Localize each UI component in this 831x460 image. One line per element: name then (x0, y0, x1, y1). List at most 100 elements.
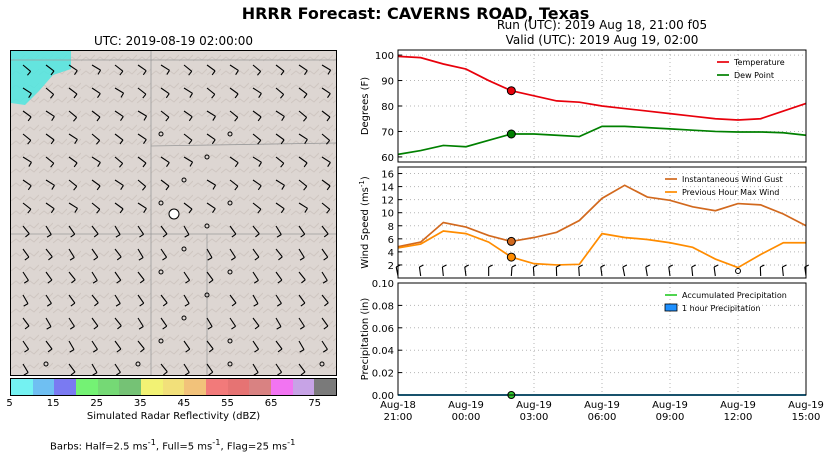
barb-feather (115, 303, 121, 307)
barb-feather (254, 348, 259, 353)
wind-barb (114, 133, 124, 145)
barb-feather (73, 185, 78, 191)
y-tick-label: 12 (381, 196, 394, 207)
barb-shaft (229, 87, 239, 95)
wind-barb (22, 202, 32, 214)
barb-feather (327, 69, 332, 75)
barb-feather (300, 302, 306, 307)
wind-barb (22, 317, 30, 330)
barb-feather (96, 116, 101, 122)
wind-barb (321, 110, 331, 122)
barb-feather (278, 256, 283, 261)
wind-barb (45, 110, 55, 121)
wind-barb (137, 156, 147, 168)
barb-feather (139, 279, 145, 284)
barb-shaft (137, 248, 144, 258)
barb-shaft (68, 179, 78, 187)
barb-feather (116, 279, 122, 284)
barb-shaft (45, 271, 53, 281)
barb-shaft (321, 87, 331, 95)
barb-shaft (114, 133, 124, 141)
barb-shaft (22, 133, 32, 141)
barb-shaft (298, 156, 308, 164)
wind-barb (252, 248, 260, 261)
barb-shaft (183, 340, 191, 350)
wind-barb (91, 271, 98, 284)
barb-feather (70, 302, 76, 307)
wind-barb (160, 225, 168, 238)
barb-feather (27, 208, 32, 214)
barb-shaft (252, 248, 260, 258)
plot-frame (397, 166, 807, 279)
barb-feather (254, 325, 260, 330)
barb-feather (185, 348, 191, 353)
wind-barb (114, 225, 121, 238)
legend-swatch (664, 303, 678, 312)
barb-feather (189, 161, 194, 167)
x-tick-label: Aug-19 (788, 400, 824, 411)
colorbar-swatch (141, 379, 163, 395)
wind-barb (321, 133, 331, 145)
barb-shaft (114, 64, 124, 72)
y-tick-label: 100 (375, 51, 394, 62)
barb-shaft (68, 87, 78, 95)
barb-shaft (114, 363, 121, 373)
barb-feather (69, 325, 75, 330)
calm-circle (227, 361, 233, 367)
barb-feather (280, 94, 285, 99)
barb-feather (92, 280, 98, 284)
barb-shaft (114, 317, 122, 327)
wind-barb (160, 317, 168, 330)
calm-circle (204, 292, 210, 298)
wind-barb (160, 87, 170, 99)
barb-shaft (68, 133, 78, 140)
y-tick-label: 0.10 (372, 279, 394, 290)
wind-barb (160, 294, 168, 307)
barb-feather (96, 140, 101, 145)
barb-feather (143, 139, 147, 145)
barb-feather (303, 162, 308, 168)
wind-barb (68, 340, 75, 353)
barb-feather (184, 234, 190, 238)
y-tick-label: 80 (381, 102, 394, 113)
barb-feather (300, 371, 306, 375)
barb-feather (142, 93, 147, 99)
barb-feather (117, 325, 122, 330)
barb-feather (142, 186, 147, 191)
barb-feather (120, 92, 125, 98)
barb-feather (622, 264, 628, 268)
y-tick-label: 0.04 (372, 346, 394, 357)
radar-map (10, 50, 337, 376)
wind-barb (91, 133, 101, 145)
barb-shaft (68, 294, 76, 304)
wind-barb (252, 110, 262, 122)
barb-feather (51, 116, 55, 121)
barb-shaft (68, 110, 78, 118)
wind-barb (298, 87, 308, 99)
barb-shaft (206, 202, 216, 210)
wind-barb (600, 266, 603, 277)
barb-feather (299, 257, 305, 261)
barb-feather (188, 70, 193, 76)
barb-shaft (22, 340, 30, 350)
wind-barb (464, 266, 467, 277)
barb-shaft (252, 64, 262, 72)
barb-feather (140, 348, 145, 353)
y-tick-label: 14 (381, 183, 394, 194)
barb-feather (27, 116, 32, 122)
barb-shaft (298, 271, 306, 281)
barb-feather (73, 117, 78, 122)
wind-barb (229, 156, 239, 168)
colorbar-tick-label: 75 (308, 398, 322, 409)
barb-feather (119, 163, 124, 168)
barb-feather (116, 348, 122, 353)
barb-shaft (22, 110, 32, 118)
barb-feather (207, 326, 213, 330)
wind-barb (229, 248, 236, 261)
wind-barb (321, 156, 331, 167)
barb-feather (234, 93, 239, 99)
gust-marker (506, 236, 516, 246)
barb-shaft (137, 271, 145, 281)
barb-shaft (275, 317, 282, 327)
barb-shaft (68, 202, 78, 209)
